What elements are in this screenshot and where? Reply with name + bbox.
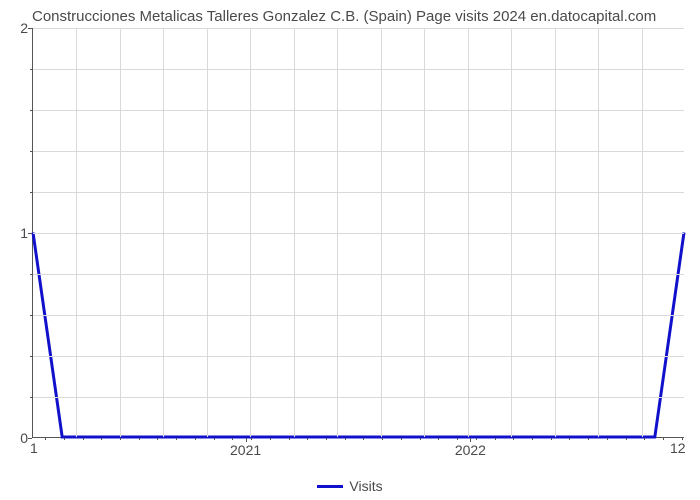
chart-title: Construcciones Metalicas Talleres Gonzal…: [32, 8, 656, 25]
x-tick-minor: [438, 438, 439, 440]
y-tick-minor: [30, 274, 32, 275]
x-tick-minor: [382, 438, 383, 440]
legend: Visits: [0, 475, 700, 495]
y-tick-minor: [30, 192, 32, 193]
y-tick-mark: [28, 438, 32, 439]
x-tick-minor: [139, 438, 140, 440]
x-tick-minor: [476, 438, 477, 440]
x-tick-minor: [513, 438, 514, 440]
x-tick-minor: [195, 438, 196, 440]
y-tick-mark: [28, 233, 32, 234]
x-tick-minor: [270, 438, 271, 440]
x-tick-minor: [101, 438, 102, 440]
x-tick-minor: [644, 438, 645, 440]
x-secondary-left: 1: [30, 440, 38, 456]
x-tick-mark: [470, 438, 471, 442]
x-tick-minor: [45, 438, 46, 440]
y-tick-minor: [30, 151, 32, 152]
y-tick-minor: [30, 397, 32, 398]
x-tick-minor: [83, 438, 84, 440]
x-tick-minor: [251, 438, 252, 440]
y-tick-minor: [30, 69, 32, 70]
x-tick-minor: [214, 438, 215, 440]
x-tick-minor: [289, 438, 290, 440]
plot-area: [32, 28, 684, 438]
gridline-horizontal: [33, 69, 684, 70]
gridline-horizontal: [33, 151, 684, 152]
gridline-horizontal: [33, 233, 684, 234]
x-tick-minor: [569, 438, 570, 440]
x-tick-minor: [363, 438, 364, 440]
x-tick-minor: [551, 438, 552, 440]
legend-label: Visits: [349, 478, 382, 494]
x-tick-minor: [345, 438, 346, 440]
x-tick-minor: [307, 438, 308, 440]
x-secondary-right: 12: [670, 440, 686, 456]
y-tick-minor: [30, 356, 32, 357]
x-tick-label: 2022: [455, 442, 486, 458]
y-tick-minor: [30, 315, 32, 316]
x-tick-minor: [607, 438, 608, 440]
gridline-horizontal: [33, 28, 684, 29]
x-tick-minor: [420, 438, 421, 440]
x-tick-minor: [157, 438, 158, 440]
gridline-horizontal: [33, 397, 684, 398]
gridline-horizontal: [33, 356, 684, 357]
y-tick-minor: [30, 110, 32, 111]
gridline-horizontal: [33, 315, 684, 316]
x-tick-minor: [401, 438, 402, 440]
x-tick-minor: [176, 438, 177, 440]
legend-item-visits: Visits: [317, 478, 382, 494]
x-tick-minor: [588, 438, 589, 440]
series-line-visits: [33, 233, 684, 438]
x-tick-minor: [64, 438, 65, 440]
x-tick-minor: [495, 438, 496, 440]
x-tick-minor: [532, 438, 533, 440]
y-tick-label: 2: [8, 20, 28, 36]
gridline-horizontal: [33, 192, 684, 193]
x-tick-minor: [232, 438, 233, 440]
x-tick-minor: [663, 438, 664, 440]
gridline-horizontal: [33, 110, 684, 111]
x-tick-minor: [626, 438, 627, 440]
x-tick-label: 2021: [230, 442, 261, 458]
x-tick-minor: [120, 438, 121, 440]
y-tick-label: 0: [8, 430, 28, 446]
x-tick-mark: [246, 438, 247, 442]
y-tick-label: 1: [8, 225, 28, 241]
x-tick-minor: [457, 438, 458, 440]
gridline-horizontal: [33, 274, 684, 275]
x-tick-minor: [326, 438, 327, 440]
legend-swatch: [317, 485, 343, 488]
y-tick-mark: [28, 28, 32, 29]
